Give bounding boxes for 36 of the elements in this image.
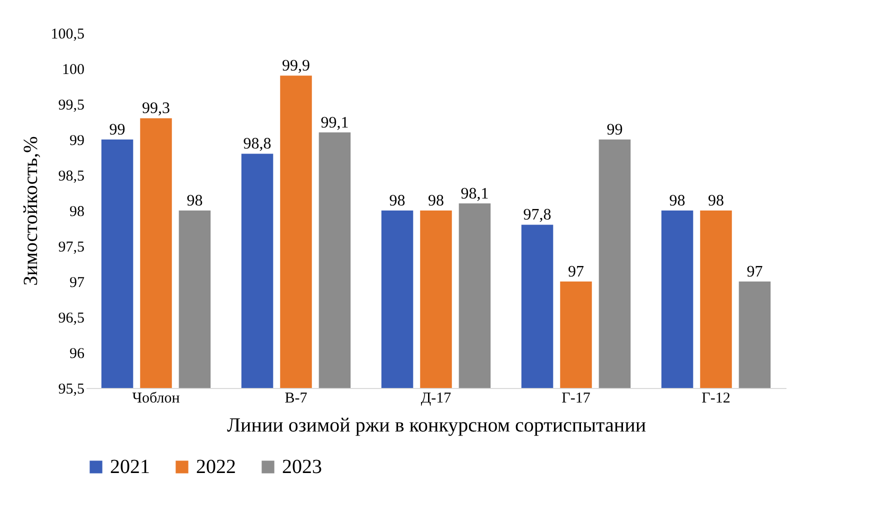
- data-label: 98: [428, 192, 444, 210]
- data-label: 97: [746, 264, 763, 280]
- x-tick-label: Чоблон: [132, 390, 180, 406]
- y-tick-label: 97: [70, 275, 85, 291]
- y-tick-label: 98,5: [58, 168, 84, 184]
- y-tick-label: 99,5: [58, 98, 84, 114]
- x-axis-title: Линии озимой ржи в конкурсном сортиспытании: [226, 414, 646, 436]
- x-tick-label: Г-17: [562, 390, 591, 406]
- legend-label: 2023: [282, 456, 322, 478]
- data-label: 98: [389, 192, 406, 210]
- data-label: 98: [669, 192, 686, 210]
- legend-label: 2021: [110, 456, 150, 478]
- y-tick-label: 98: [70, 204, 84, 220]
- y-tick-label: 100,5: [50, 26, 84, 42]
- y-tick-label: 95,5: [58, 382, 84, 398]
- data-label: 99,9: [282, 58, 310, 75]
- data-label: 98: [186, 192, 203, 210]
- x-tick-label: В-7: [284, 390, 308, 406]
- data-label: 97,8: [523, 206, 552, 224]
- y-tick-label: 96: [70, 346, 85, 362]
- y-tick-label: 97,5: [58, 240, 84, 256]
- data-label: 98,1: [460, 185, 489, 202]
- data-label: 98: [708, 192, 724, 210]
- x-tick-label: Г-12: [702, 390, 730, 406]
- data-label: 99,3: [142, 100, 170, 118]
- data-label: 97: [568, 264, 584, 280]
- legend-label: 2022: [196, 456, 236, 478]
- y-tick-label: 100: [62, 62, 84, 78]
- y-tick-label: 96,5: [58, 310, 84, 326]
- x-tick-label: Д-17: [420, 390, 452, 406]
- y-axis-title: Зимостойкость,%: [20, 136, 42, 286]
- y-tick-label: 99: [70, 133, 84, 149]
- data-label: 99: [606, 122, 623, 138]
- data-label: 98,8: [243, 136, 272, 153]
- data-label: 99,1: [320, 114, 349, 132]
- data-label: 99: [109, 122, 126, 138]
